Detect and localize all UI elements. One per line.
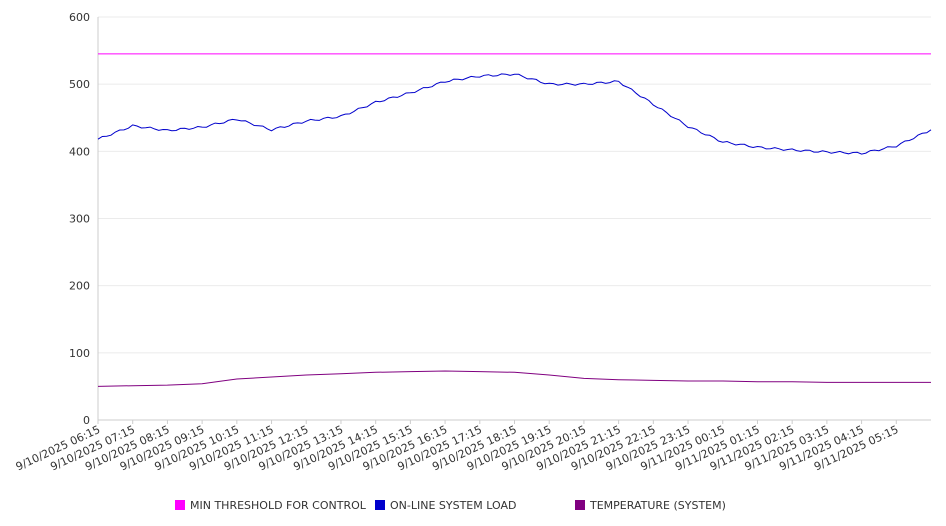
legend-label-system-load: ON-LINE SYSTEM LOAD (390, 498, 517, 512)
legend-label-min-threshold: MIN THRESHOLD FOR CONTROL (190, 498, 366, 512)
y-tick-label: 300 (69, 213, 90, 226)
y-axis-ticks: 0 100 200 300 400 500 600 (69, 11, 90, 427)
y-tick-label: 200 (69, 280, 90, 293)
legend-label-temperature: TEMPERATURE (SYSTEM) (590, 498, 726, 512)
series-lines (97, 53, 932, 387)
legend-item-temperature[interactable]: TEMPERATURE (SYSTEM) (575, 498, 726, 512)
legend-item-system-load[interactable]: ON-LINE SYSTEM LOAD (375, 498, 516, 512)
series-line-1 (97, 73, 932, 155)
y-tick-label: 0 (83, 414, 90, 427)
legend-swatch-temperature (575, 500, 585, 510)
legend: MIN THRESHOLD FOR CONTROL ON-LINE SYSTEM… (0, 498, 946, 514)
gridlines (98, 16, 931, 354)
legend-item-min-threshold[interactable]: MIN THRESHOLD FOR CONTROL (175, 498, 366, 512)
y-tick-label: 500 (69, 78, 90, 91)
series-line-2 (97, 370, 931, 387)
y-tick-label: 100 (69, 347, 90, 360)
y-tick-label: 600 (69, 11, 90, 24)
y-tick-label: 400 (69, 145, 90, 158)
legend-swatch-system-load (375, 500, 385, 510)
legend-swatch-min-threshold (175, 500, 185, 510)
x-axis-ticks: 9/10/2025 06:159/10/2025 07:159/10/2025 … (14, 420, 901, 473)
